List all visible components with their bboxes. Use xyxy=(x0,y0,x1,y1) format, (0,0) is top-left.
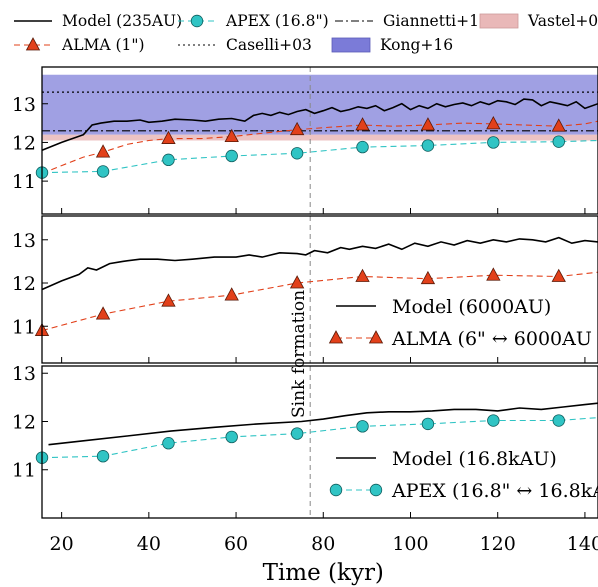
panel-2-series-2-marker xyxy=(420,270,436,285)
panel-1-series-2-marker xyxy=(420,117,436,131)
panel-3-series-2-marker xyxy=(356,420,369,433)
y-tick-label: 13 xyxy=(12,230,36,252)
top-legend-label: APEX (16.8") xyxy=(225,12,329,30)
panel-1-frame xyxy=(41,66,598,215)
panel-1-series-3-marker xyxy=(162,153,175,167)
panel-1-series-2-marker xyxy=(224,128,239,143)
panel-2-series-2-marker xyxy=(161,293,176,307)
panel-3-series-2-marker xyxy=(96,450,110,463)
top-legend-label: Kong+16 xyxy=(380,36,453,54)
panel-1-series-3-marker xyxy=(290,147,304,160)
y-tick-label: 11 xyxy=(12,316,36,338)
x-tick-label: 140 xyxy=(567,533,598,555)
top-legend-swatch xyxy=(331,37,371,53)
panel-1-series-2-marker xyxy=(486,116,501,130)
top-legend-marker xyxy=(190,14,204,28)
panel-1-series-3-marker xyxy=(487,136,500,149)
panel-2-series-1-line xyxy=(42,236,598,291)
x-tick-label: 80 xyxy=(311,533,335,555)
panel-1-series-2-marker xyxy=(355,117,370,131)
panel-3-plot-area xyxy=(42,366,598,518)
y-tick-label: 13 xyxy=(12,94,36,116)
panel-3-legend-label: Model (16.8kAU) xyxy=(392,448,557,470)
top-legend-label: Caselli+03 xyxy=(226,36,312,54)
panel-1-series-2-marker xyxy=(161,130,176,144)
top-legend-swatch xyxy=(479,13,519,29)
panel-1-series-3-marker xyxy=(225,149,238,163)
panel-3-series-2-marker xyxy=(162,437,175,450)
panel-3-series-2-line xyxy=(42,417,598,459)
x-tick-label: 20 xyxy=(50,533,74,555)
panel-3-series-2-marker xyxy=(290,427,304,440)
panel-2-legend-label: Model (6000AU) xyxy=(392,296,551,318)
top-legend-label: Model (235AU) xyxy=(62,12,182,30)
panel-2-series-2-line xyxy=(42,271,598,332)
panel-1-plot-area xyxy=(42,67,598,214)
x-tick-label: 40 xyxy=(137,533,161,555)
x-tick-label: 120 xyxy=(480,533,516,555)
panel-2-series-2-marker xyxy=(486,267,501,281)
x-tick-label: 60 xyxy=(224,533,248,555)
panel-3-series-2-marker xyxy=(487,414,500,427)
top-legend-label: ALMA (1") xyxy=(61,36,145,54)
panel-1-series-3-marker xyxy=(552,135,565,148)
top-legend-marker xyxy=(25,37,41,51)
panel-2-frame xyxy=(41,215,598,364)
panel-3-series-2-marker xyxy=(421,417,435,431)
x-axis-title: Time (kyr) xyxy=(263,560,384,586)
y-tick-label: 12 xyxy=(12,411,36,433)
top-legend-label: Vastel+06 xyxy=(527,12,598,30)
panel-1-series-3-line xyxy=(42,139,598,174)
panel-2-series-2-marker xyxy=(551,268,566,282)
panel-2-legend-label: ALMA (6" ↔ 6000AU xyxy=(391,328,592,350)
panel-3-series-2-marker xyxy=(552,414,565,427)
panel-2-plot-area xyxy=(42,216,598,363)
y-tick-label: 12 xyxy=(12,273,36,295)
y-tick-label: 11 xyxy=(12,171,36,193)
kong16-band xyxy=(42,74,598,135)
panel-1-series-3-marker xyxy=(356,140,369,154)
panel-1-series-3-marker xyxy=(421,139,435,152)
y-tick-label: 11 xyxy=(12,460,36,482)
panel-2-series-2-marker xyxy=(95,306,111,320)
panel-1-series-3-marker xyxy=(96,165,110,178)
x-tick-label: 100 xyxy=(392,533,428,555)
panel-2-series-2-marker xyxy=(224,287,239,301)
y-tick-label: 12 xyxy=(12,132,36,154)
panel-3-series-1-line xyxy=(48,402,598,446)
y-tick-label: 13 xyxy=(12,363,36,385)
panel-1-series-1-line xyxy=(42,98,598,151)
panel-2-series-2-marker xyxy=(355,268,370,282)
panel-1-series-2-marker xyxy=(95,144,111,158)
panel-3-frame xyxy=(41,365,598,519)
legend-marker xyxy=(369,483,383,497)
panel-2-series-2-marker xyxy=(289,275,305,289)
sink-formation-annotation: Sink formation xyxy=(289,290,309,418)
legend-marker xyxy=(329,483,343,497)
top-legend-label: Giannetti+19 xyxy=(383,12,489,30)
legend-marker xyxy=(368,330,384,344)
panel-3-series-2-marker xyxy=(225,430,238,444)
vastel06-band xyxy=(42,134,598,141)
panel-1-series-2-marker xyxy=(289,121,305,136)
panel-3-legend-label: APEX (16.8" ↔ 16.8kAU xyxy=(391,480,598,502)
panel-1-series-2-marker xyxy=(551,118,566,132)
legend-marker xyxy=(328,330,344,344)
